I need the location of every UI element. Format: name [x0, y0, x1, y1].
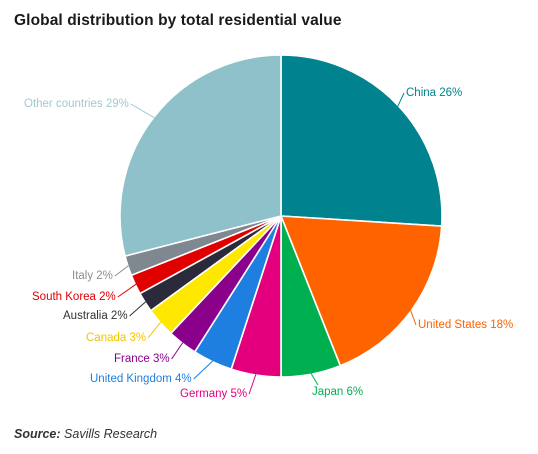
leader-line-italy — [114, 265, 129, 277]
chart-title: Global distribution by total residential… — [14, 12, 342, 29]
slice-label-france: France 3% — [114, 353, 170, 365]
slice-label-germany: Germany 5% — [180, 388, 247, 400]
slice-label-south-korea: South Korea 2% — [32, 291, 116, 303]
leader-line-south-korea — [117, 283, 137, 298]
leader-line-france — [171, 342, 184, 360]
slice-label-canada: Canada 3% — [86, 332, 146, 344]
slice-label-united-states: United States 18% — [418, 319, 513, 331]
slice-label-australia: Australia 2% — [63, 310, 128, 322]
source-text: Savills Research — [64, 427, 158, 441]
leader-line-germany — [248, 374, 257, 395]
pie-slice-china — [280, 54, 443, 227]
leader-line-japan — [310, 373, 319, 386]
slice-label-japan: Japan 6% — [312, 386, 363, 398]
leader-line-china — [397, 92, 405, 107]
leader-line-other-countries — [130, 103, 155, 119]
leader-line-australia — [129, 301, 147, 317]
leader-line-united-states — [410, 310, 417, 326]
slice-label-italy: Italy 2% — [72, 270, 113, 282]
source-label: Source — [14, 427, 57, 441]
leader-line-canada — [147, 321, 162, 339]
slice-label-china: China 26% — [406, 87, 462, 99]
slice-label-other-countries: Other countries 29% — [24, 98, 129, 110]
leader-line-united-kingdom — [193, 360, 214, 380]
slice-label-united-kingdom: United Kingdom 4% — [90, 373, 192, 385]
source-note: Source: Savills Research — [14, 427, 158, 441]
